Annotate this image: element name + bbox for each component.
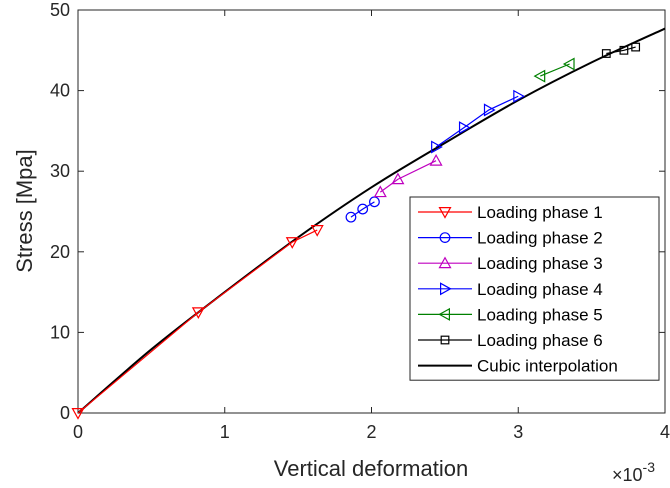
series-cubic-interpolation (77, 27, 666, 414)
loading-phase-6-point (631, 42, 641, 52)
loading-phase-4-point (458, 121, 471, 135)
loading-phase-1-point (310, 225, 324, 237)
legend-marker-loading-phase-1 (438, 207, 452, 219)
loading-phase-5-point (562, 57, 575, 71)
series-loading-phase-4 (431, 89, 525, 154)
x-tick-label: 3 (513, 422, 523, 442)
legend-label-loading-phase-6: Loading phase 6 (477, 331, 603, 350)
legend-marker-loading-phase-5 (438, 307, 450, 321)
y-tick-label: 30 (50, 161, 70, 181)
y-tick-label: 20 (50, 242, 70, 262)
loading-phase-3-point (429, 153, 443, 166)
loading-phase-3-point (373, 185, 387, 198)
loading-phase-4-point (431, 140, 443, 154)
legend-label-cubic-interpolation: Cubic interpolation (477, 357, 618, 376)
legend-marker-loading-phase-6 (440, 335, 450, 345)
loading-phase-4-point (513, 89, 525, 103)
loading-phase-1-point (71, 408, 85, 420)
legend-label-loading-phase-3: Loading phase 3 (477, 254, 603, 273)
x-axis-label: Vertical deformation (274, 456, 468, 481)
legend-marker-loading-phase-4 (440, 282, 452, 296)
x-tick-label: 1 (220, 422, 230, 442)
legend-marker-loading-phase-2 (439, 232, 451, 244)
series-loading-phase-6 (601, 42, 641, 58)
y-tick-label: 40 (50, 81, 70, 101)
series-loading-phase-3 (373, 153, 443, 198)
x-tick-label: 2 (366, 422, 376, 442)
legend-label-loading-phase-2: Loading phase 2 (477, 229, 603, 248)
loading-phase-5-point (533, 69, 546, 83)
loading-phase-3-line (379, 160, 437, 193)
loading-phase-1-point (191, 307, 205, 319)
loading-phase-4-line (435, 95, 519, 148)
x-tick-label: 0 (73, 422, 83, 442)
loading-phase-6-point (619, 45, 629, 55)
y-tick-label: 50 (50, 0, 70, 20)
series-loading-phase-5 (533, 57, 575, 83)
loading-phase-1-point (285, 237, 299, 249)
legend-marker-loading-phase-3 (438, 256, 452, 269)
x-axis-exponent-power: -3 (643, 459, 656, 475)
legend-label-loading-phase-1: Loading phase 1 (477, 203, 603, 222)
series-loading-phase-1 (71, 225, 324, 420)
loading-phase-3-point (391, 172, 405, 185)
legend-label-loading-phase-4: Loading phase 4 (477, 280, 603, 299)
legend-label-loading-phase-5: Loading phase 5 (477, 305, 603, 324)
loading-phase-4-point (483, 103, 496, 117)
x-axis-exponent-base: ×10 (612, 465, 643, 485)
x-tick-label: 4 (660, 422, 670, 442)
loading-phase-1-line (77, 229, 318, 414)
cubic-interpolation-line (77, 27, 666, 414)
loading-phase-2-point (357, 203, 369, 215)
y-tick-label: 10 (50, 322, 70, 342)
loading-phase-6-point (601, 49, 611, 58)
y-axis-label: Stress [Mpa] (12, 149, 37, 272)
x-axis-exponent: ×10-3 (612, 459, 655, 485)
loading-phase-2-point (345, 211, 357, 223)
y-tick-label: 0 (60, 403, 70, 423)
